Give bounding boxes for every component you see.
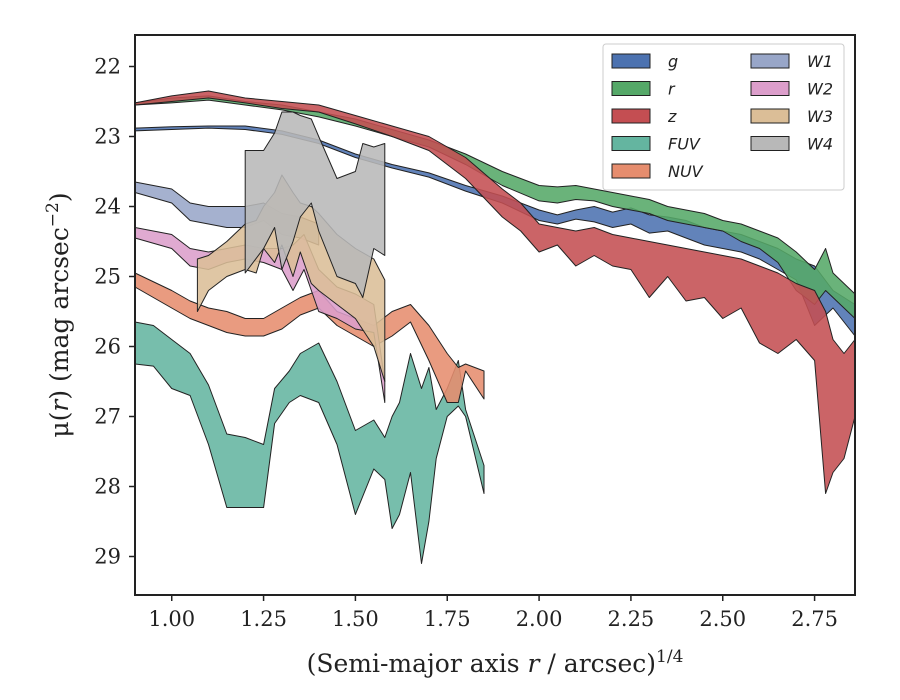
- band-nuv: [134, 272, 485, 403]
- legend-swatch: [750, 136, 790, 151]
- band-fuv: [134, 321, 485, 564]
- legend-item-w1: W1: [750, 52, 833, 71]
- y-tick-label: 23: [94, 125, 121, 149]
- y-axis-label-rest: ) (mag arcsec: [45, 227, 74, 400]
- legend-swatch: [750, 53, 790, 69]
- x-axis-label-rest: / arcsec): [539, 649, 656, 678]
- legend-swatch: [750, 81, 790, 96]
- legend-label: NUV: [668, 162, 704, 181]
- x-tick-label: 2.25: [608, 607, 655, 631]
- legend-label: r: [668, 80, 676, 99]
- x-axis-ticks: 1.00 1.25 1.50 1.75 2.00 2.25 2.50 2.75: [148, 595, 838, 631]
- band-w4: [244, 111, 386, 298]
- legend-frame: [602, 43, 845, 191]
- legend-item-w4: W4: [750, 135, 833, 154]
- legend-swatch: [611, 108, 651, 124]
- legend-swatch: [611, 163, 651, 179]
- y-tick-label: 24: [94, 195, 121, 219]
- x-tick-label: 2.00: [516, 607, 563, 631]
- bands-layer: [134, 90, 856, 564]
- legend-label: W4: [807, 135, 833, 154]
- legend-item-z: z: [611, 107, 677, 126]
- legend: grz FUV NUV W1 W2 W3 W4: [602, 43, 845, 191]
- y-tick-label: 22: [94, 55, 121, 79]
- legend-item-r: r: [611, 80, 676, 99]
- y-axis-label: μ(r) (mag arcsec−2): [43, 192, 74, 437]
- x-tick-label: 1.25: [240, 607, 287, 631]
- x-tick-label: 1.50: [332, 607, 379, 631]
- y-axis-label-var: r: [45, 398, 74, 412]
- legend-label: FUV: [668, 135, 701, 154]
- legend-item-fuv: FUV: [611, 135, 701, 154]
- y-axis-label-sym: μ(: [45, 412, 74, 438]
- y-axis-ticks: 22 23 24 25 26 27 28 29: [94, 55, 135, 569]
- legend-item-w2: W2: [750, 80, 833, 99]
- x-axis-label-var: r: [528, 649, 542, 678]
- legend-swatch: [611, 136, 651, 151]
- y-tick-label: 28: [94, 475, 121, 499]
- x-tick-label: 1.00: [148, 607, 195, 631]
- y-tick-label: 26: [94, 335, 121, 359]
- y-axis-label-sup: −2: [43, 202, 63, 227]
- legend-label: z: [667, 107, 677, 126]
- legend-item-g: g: [611, 52, 678, 71]
- y-tick-label: 29: [94, 545, 121, 569]
- x-axis-label-main: (Semi-major axis: [307, 649, 528, 678]
- legend-label: W3: [807, 107, 833, 126]
- legend-swatch: [611, 81, 651, 96]
- y-tick-label: 25: [94, 265, 121, 289]
- x-axis-label-sup: 1/4: [656, 647, 683, 667]
- legend-item-nuv: NUV: [611, 162, 704, 181]
- plot-frame: [134, 34, 856, 596]
- x-tick-label: 2.50: [699, 607, 746, 631]
- legend-label: W1: [807, 52, 833, 71]
- x-tick-label: 2.75: [791, 607, 838, 631]
- legend-swatch: [750, 108, 790, 124]
- y-tick-label: 27: [94, 405, 121, 429]
- legend-swatch: [611, 53, 651, 69]
- x-tick-label: 1.75: [424, 607, 471, 631]
- x-axis-label: (Semi-major axis r / arcsec)1/4: [307, 647, 684, 678]
- legend-label: W2: [807, 80, 833, 99]
- legend-item-w3: W3: [750, 107, 833, 126]
- legend-label: g: [668, 52, 678, 71]
- y-axis-label-close: ): [45, 192, 74, 202]
